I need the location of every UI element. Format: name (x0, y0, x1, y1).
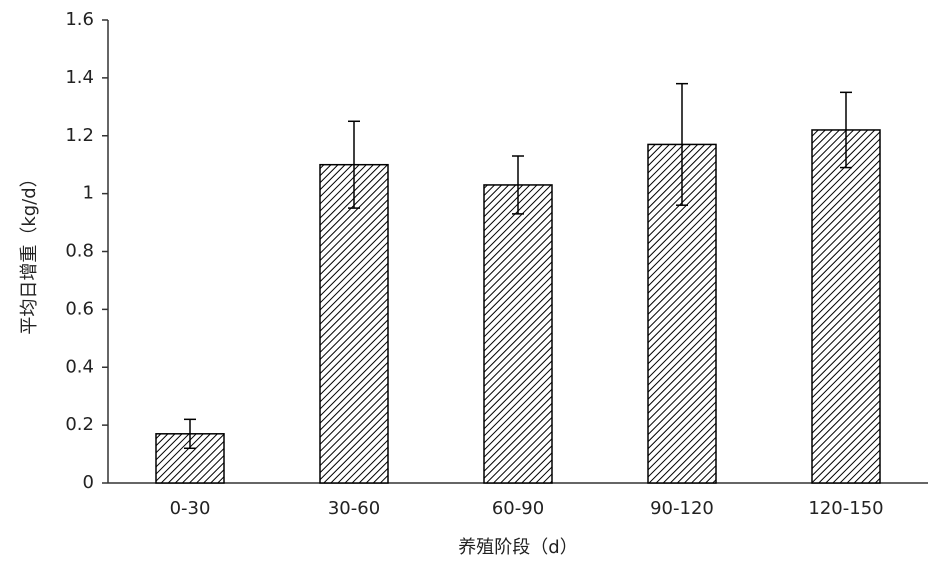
x-tick-label: 120-150 (808, 498, 883, 519)
bar (483, 184, 553, 484)
x-tick-label: 30-60 (328, 498, 380, 519)
error-bar (348, 120, 360, 209)
error-bar (676, 82, 688, 206)
x-tick-label: 90-120 (650, 498, 714, 519)
y-tick-label: 0.8 (65, 241, 94, 262)
y-tick-label: 1 (83, 183, 94, 204)
y-tick-label: 0 (83, 472, 94, 493)
y-tick-label: 1.4 (65, 67, 94, 88)
x-axis-label: 养殖阶段（d） (458, 536, 577, 558)
bar (319, 163, 389, 484)
y-tick-label: 0.6 (65, 298, 94, 319)
error-bar (840, 91, 852, 169)
y-tick-label: 1.2 (65, 125, 94, 146)
y-tick-label: 0.4 (65, 356, 94, 377)
x-tick-label: 60-90 (492, 498, 544, 519)
y-tick-label: 0.2 (65, 414, 94, 435)
error-bar (512, 155, 524, 215)
bar (811, 129, 881, 484)
y-axis-label: 平均日增重（kg/d） (19, 169, 40, 334)
x-tick-label: 0-30 (170, 498, 211, 519)
y-tick-label: 1.6 (65, 9, 94, 30)
error-bar (184, 418, 196, 450)
